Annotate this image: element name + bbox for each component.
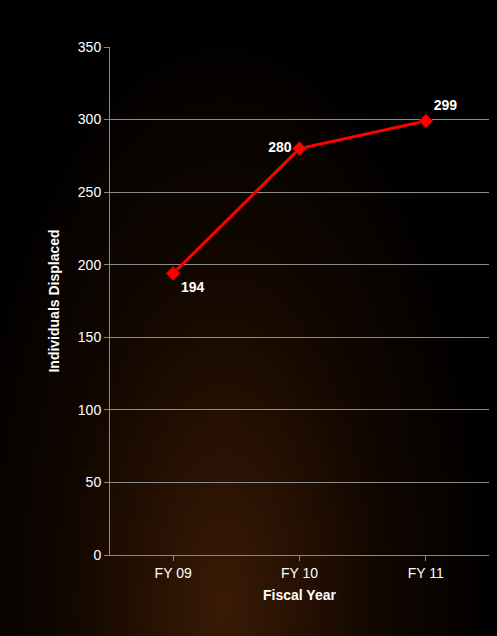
svg-text:FY 10: FY 10: [281, 565, 318, 581]
svg-text:194: 194: [181, 279, 205, 295]
svg-text:FY 11: FY 11: [408, 565, 444, 581]
svg-text:280: 280: [268, 139, 292, 155]
svg-text:150: 150: [78, 329, 102, 345]
svg-text:100: 100: [78, 402, 102, 418]
svg-text:Individuals Displaced: Individuals Displaced: [46, 229, 62, 372]
svg-text:299: 299: [434, 97, 458, 113]
svg-text:50: 50: [86, 474, 102, 490]
svg-text:300: 300: [78, 111, 102, 127]
svg-text:0: 0: [93, 547, 101, 563]
svg-text:Fiscal Year: Fiscal Year: [263, 587, 336, 603]
svg-text:FY 09: FY 09: [155, 565, 192, 581]
svg-text:250: 250: [78, 184, 102, 200]
svg-text:350: 350: [78, 39, 102, 55]
svg-text:200: 200: [78, 257, 102, 273]
